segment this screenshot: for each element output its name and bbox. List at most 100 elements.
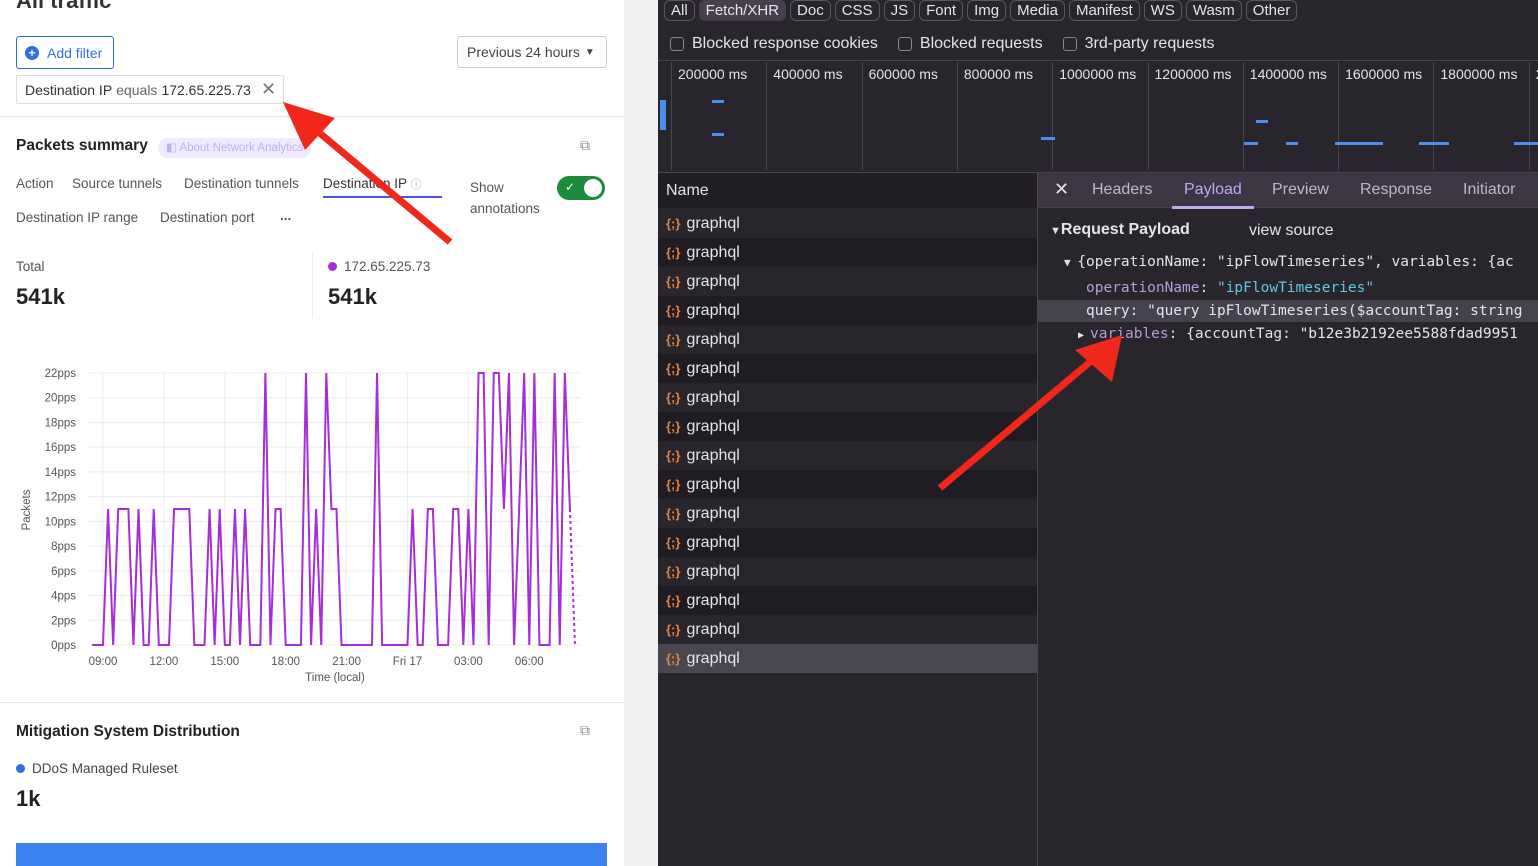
- request-name: graphql: [686, 272, 740, 290]
- name-column-header[interactable]: Name: [658, 173, 1037, 208]
- request-row[interactable]: {;} graphql: [658, 325, 1037, 354]
- filter-img[interactable]: Img: [967, 0, 1007, 21]
- request-row[interactable]: {;} graphql: [658, 296, 1037, 325]
- close-icon[interactable]: ✕: [1054, 179, 1070, 199]
- total-value: 541k: [16, 284, 65, 309]
- expand-icon[interactable]: ⧉: [580, 137, 590, 153]
- tab-payload[interactable]: Payload: [1172, 181, 1254, 209]
- more-tabs-button[interactable]: ...: [280, 208, 292, 223]
- filter-doc[interactable]: Doc: [790, 0, 831, 21]
- request-row[interactable]: {;} graphql: [658, 586, 1037, 615]
- graphql-icon: {;}: [666, 303, 681, 318]
- graphql-icon: {;}: [666, 593, 681, 608]
- y-tick-label: 18pps: [45, 417, 77, 429]
- request-row[interactable]: {;} graphql: [658, 499, 1037, 528]
- checkbox-0[interactable]: Blocked response cookies: [670, 35, 878, 53]
- request-name: graphql: [686, 533, 740, 551]
- checkbox-2[interactable]: 3rd-party requests: [1062, 35, 1214, 53]
- y-tick-label: 12pps: [45, 492, 77, 504]
- tab-response[interactable]: Response: [1360, 181, 1433, 198]
- mitigation-legend-label: DDoS Managed Ruleset: [32, 761, 178, 776]
- x-tick-label: 15:00: [210, 656, 239, 668]
- checkbox-box[interactable]: [670, 37, 684, 51]
- timeline-bar: [712, 100, 724, 103]
- time-range-select[interactable]: Previous 24 hours ▼: [457, 36, 607, 68]
- filter-all[interactable]: All: [664, 0, 695, 21]
- filter-chip[interactable]: Destination IP equals 172.65.225.73 ✕: [16, 75, 284, 104]
- mitigation-legend[interactable]: DDoS Managed Ruleset: [16, 761, 178, 776]
- tab-headers[interactable]: Headers: [1092, 181, 1153, 198]
- graphql-icon: {;}: [666, 651, 681, 666]
- request-row[interactable]: {;} graphql: [658, 644, 1037, 673]
- request-row[interactable]: {;} graphql: [658, 354, 1037, 383]
- tab-destination-ip-label: Destination IP: [323, 176, 407, 191]
- y-tick-label: 8pps: [51, 541, 76, 553]
- view-source-link[interactable]: view source: [1249, 222, 1334, 239]
- tab-destination-tunnels[interactable]: Destination tunnels: [184, 176, 299, 191]
- payload-variables[interactable]: ▶ variables: {accountTag: "b12e3b2192ee5…: [1078, 326, 1518, 342]
- filter-css[interactable]: CSS: [834, 0, 880, 21]
- payload-summary[interactable]: ▼ {operationName: "ipFlowTimeseries", va…: [1064, 254, 1514, 270]
- filter-font[interactable]: Font: [919, 0, 964, 21]
- annotations-toggle[interactable]: ✓: [557, 176, 605, 200]
- request-row[interactable]: {;} graphql: [658, 412, 1037, 441]
- close-icon[interactable]: ✕: [260, 79, 277, 99]
- timeline-tick: 800000 ms: [956, 62, 1033, 170]
- filter-js[interactable]: JS: [883, 0, 916, 21]
- checkbox-1[interactable]: Blocked requests: [897, 35, 1043, 53]
- tab-destination-ip[interactable]: Destination IP ⓘ: [323, 176, 442, 198]
- triangle-down-icon: ▼: [1050, 225, 1061, 237]
- series-line: [92, 372, 571, 646]
- filter-manifest[interactable]: Manifest: [1068, 0, 1140, 21]
- checkbox-box[interactable]: [1062, 37, 1077, 51]
- tab-destination-port[interactable]: Destination port: [160, 210, 255, 225]
- request-row[interactable]: {;} graphql: [658, 528, 1037, 557]
- graphql-icon: {;}: [666, 332, 681, 347]
- tab-initiator[interactable]: Initiator: [1463, 181, 1516, 198]
- page-title: All traffic: [16, 0, 112, 13]
- x-tick-label: 18:00: [271, 656, 300, 668]
- filter-ws[interactable]: WS: [1143, 0, 1182, 21]
- book-icon: ◧: [166, 142, 180, 154]
- series-legend[interactable]: 172.65.225.73: [328, 259, 430, 274]
- timeline-bar: [1514, 142, 1538, 145]
- request-name: graphql: [686, 475, 740, 493]
- filter-operator: equals: [116, 81, 158, 98]
- tab-source-tunnels[interactable]: Source tunnels: [72, 176, 163, 191]
- tab-preview[interactable]: Preview: [1272, 181, 1329, 198]
- request-row[interactable]: {;} graphql: [658, 267, 1037, 296]
- request-payload-section[interactable]: ▼Request Payload: [1050, 221, 1190, 239]
- x-tick-label: 09:00: [89, 656, 118, 668]
- packets-summary-title: Packets summary: [16, 137, 148, 154]
- request-name: graphql: [686, 649, 740, 667]
- request-row[interactable]: {;} graphql: [658, 383, 1037, 412]
- request-row[interactable]: {;} graphql: [658, 209, 1037, 238]
- tab-action[interactable]: Action: [16, 176, 54, 191]
- request-row[interactable]: {;} graphql: [658, 470, 1037, 499]
- plus-icon: +: [25, 45, 39, 60]
- filter-wasm[interactable]: Wasm: [1185, 0, 1242, 21]
- graphql-icon: {;}: [666, 361, 681, 376]
- key: operationName: [1086, 280, 1200, 296]
- x-tick-label: 21:00: [332, 656, 361, 668]
- request-row[interactable]: {;} graphql: [658, 441, 1037, 470]
- filter-fetch-xhr[interactable]: Fetch/XHR: [698, 0, 787, 21]
- request-row[interactable]: {;} graphql: [658, 615, 1037, 644]
- request-row[interactable]: {;} graphql: [658, 557, 1037, 586]
- y-tick-label: 22pps: [45, 368, 77, 380]
- add-filter-button[interactable]: + Add filter: [16, 36, 114, 69]
- series-dot-icon: [16, 764, 25, 773]
- request-name: graphql: [686, 504, 740, 522]
- timeline-bar: [712, 133, 724, 136]
- request-name: graphql: [686, 562, 740, 580]
- about-network-analytics-link[interactable]: ◧ About Network Analytics: [158, 138, 312, 158]
- tab-destination-ip-range[interactable]: Destination IP range: [16, 210, 139, 225]
- filter-media[interactable]: Media: [1010, 0, 1065, 21]
- filter-other[interactable]: Other: [1245, 0, 1298, 21]
- request-row[interactable]: {;} graphql: [658, 238, 1037, 267]
- timeline-tick: 2: [1528, 62, 1538, 170]
- graphql-icon: {;}: [666, 390, 681, 405]
- expand-icon[interactable]: ⧉: [580, 722, 590, 738]
- network-overview-timeline[interactable]: 200000 ms 400000 ms 600000 ms 800000 ms 1000…: [658, 0, 1538, 172]
- checkbox-box[interactable]: [897, 37, 912, 51]
